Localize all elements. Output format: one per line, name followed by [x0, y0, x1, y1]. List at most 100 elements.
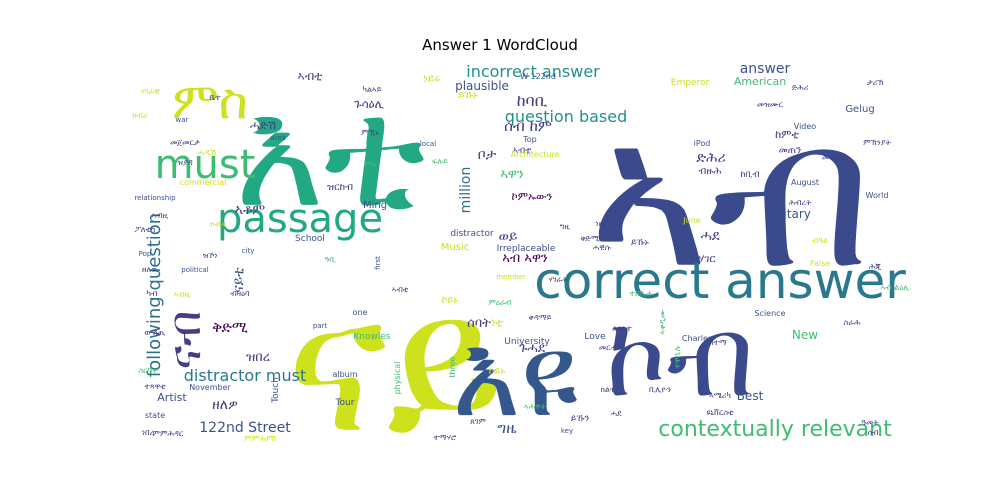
- word-28: ኣቶም: [235, 202, 265, 218]
- word-22: ሰብ ከም: [504, 117, 552, 135]
- word-17: ከባቢ: [517, 91, 548, 110]
- word-119: ቤተ: [209, 93, 221, 102]
- word-97: ይኹኑ: [631, 238, 650, 248]
- word-27: ሓደ: [700, 228, 719, 244]
- word-157: ኣቀዲሙ: [658, 309, 667, 334]
- word-70: three: [448, 356, 457, 377]
- word-37: ጉሓደ: [519, 341, 545, 356]
- word-136: ፖለቲካ: [135, 225, 155, 234]
- word-47: መጠን: [779, 145, 802, 156]
- word-99: ግዚ: [560, 222, 571, 231]
- word-150: ስርዓት: [138, 366, 158, 375]
- word-48: ብዙሕ: [698, 166, 721, 177]
- word-80: November: [189, 383, 231, 392]
- word-60: distractor: [450, 229, 494, 239]
- word-71: member: [496, 273, 526, 281]
- word-156: ተቐቢሉ: [673, 345, 682, 368]
- word-143: ሓዲሽ: [198, 148, 216, 157]
- word-82: relationship: [134, 194, 176, 202]
- word-46: ዝርከብ: [327, 182, 353, 193]
- word-44: ኣብቲ: [513, 146, 532, 156]
- word-98: ከቢብ: [740, 170, 759, 180]
- word-11: following question: [144, 213, 165, 377]
- word-122: ዝኾነ: [203, 251, 218, 260]
- word-138: ዝያዳ: [177, 158, 193, 167]
- word-93: one: [353, 308, 368, 317]
- word-120: መርሓ: [599, 343, 618, 352]
- word-106: ዓመት: [861, 418, 879, 427]
- word-117: ምምሕዳር: [153, 429, 184, 438]
- word-77: False: [810, 259, 830, 268]
- word-152: ኣብ ልዕሊ: [881, 283, 911, 292]
- word-96: ይኹን: [571, 414, 590, 424]
- word-104: መንግስቲ: [822, 153, 849, 162]
- word-141: ኣብዚ: [174, 290, 191, 299]
- word-45: ሃገር: [698, 252, 715, 265]
- word-85: Pop: [139, 250, 152, 258]
- word-19: million: [458, 167, 474, 214]
- word-25: ናይቲ: [231, 267, 247, 293]
- chart-title: Answer 1 WordCloud: [422, 36, 578, 54]
- word-147: ምምሕያሽ: [244, 434, 276, 443]
- word-91: W 122nd: [520, 72, 556, 81]
- word-153: ዓቢ: [324, 255, 336, 264]
- word-112: ክልተ: [601, 385, 616, 394]
- word-113: ሰለስተ: [612, 324, 632, 333]
- word-35: ወይ: [498, 229, 517, 245]
- word-61: Irreplaceable: [497, 244, 556, 254]
- word-65: Knowles: [353, 332, 391, 342]
- word-115: ኣሜሪካ: [709, 391, 731, 400]
- word-84: political: [181, 266, 208, 274]
- word-63: Architecture: [511, 150, 560, 159]
- word-95: key: [561, 427, 573, 435]
- word-64: Love: [584, 332, 606, 342]
- word-10: contextually relevant: [658, 417, 892, 442]
- word-43: ሓድሽ: [250, 118, 276, 132]
- word-58: Ming: [363, 200, 387, 211]
- word-39: Artist: [157, 391, 187, 404]
- word-133: ጸገም: [470, 417, 486, 426]
- word-72: Video: [794, 122, 817, 131]
- word-32: plausible: [455, 79, 509, 93]
- word-55: American: [734, 75, 786, 88]
- word-4: ኮብ: [606, 293, 754, 421]
- word-88: war: [176, 116, 189, 124]
- word-8: ምስ: [172, 72, 248, 130]
- word-109: ከተማ: [709, 338, 727, 347]
- word-140: ኣብዚ: [152, 211, 169, 220]
- word-15: ዘለዎ: [212, 397, 238, 413]
- word-134: ኣብቲ: [392, 285, 409, 294]
- word-33: New: [792, 328, 818, 342]
- word-116: መዝሙር: [757, 100, 784, 109]
- word-12: incorrect answer: [466, 62, 600, 81]
- word-81: state: [145, 411, 165, 420]
- word-132: ሓዊሱ: [593, 243, 612, 252]
- word-24: ኣዋን: [500, 167, 524, 182]
- word-125: ምዃኑ: [361, 128, 379, 137]
- word-94: part: [313, 322, 328, 330]
- word-57: Emperor: [671, 78, 710, 88]
- word-38: ሰባት: [467, 316, 491, 331]
- word-50: ነይሩ: [423, 72, 441, 85]
- word-16: ቅድሚ: [212, 318, 248, 336]
- word-1: ናይ: [286, 254, 504, 475]
- word-154: ምስ: [364, 160, 376, 169]
- word-2: እቲ: [235, 67, 425, 241]
- word-76: June: [682, 216, 701, 225]
- word-83: commercial: [180, 178, 227, 187]
- word-124: ብዛዕባ: [230, 289, 250, 298]
- word-9: ናብ: [158, 311, 211, 370]
- word-107: ስራሕ: [844, 318, 861, 327]
- word-118: ዩኒቨርስቲ: [707, 408, 735, 417]
- word-21: ግዜ: [498, 419, 518, 437]
- word-123: ዘለዉ: [142, 265, 158, 274]
- word-100: ሓደ: [611, 409, 623, 418]
- word-155: ፍሉይ: [432, 157, 448, 166]
- word-126: ነዚ: [596, 219, 605, 228]
- word-49: ነቲ: [491, 316, 503, 329]
- word-5: correct answer: [534, 252, 906, 310]
- word-52: ኮይኑ: [489, 366, 506, 377]
- word-73: August: [791, 178, 819, 187]
- word-20: ዝበረ: [246, 350, 271, 365]
- word-59: School: [295, 234, 325, 244]
